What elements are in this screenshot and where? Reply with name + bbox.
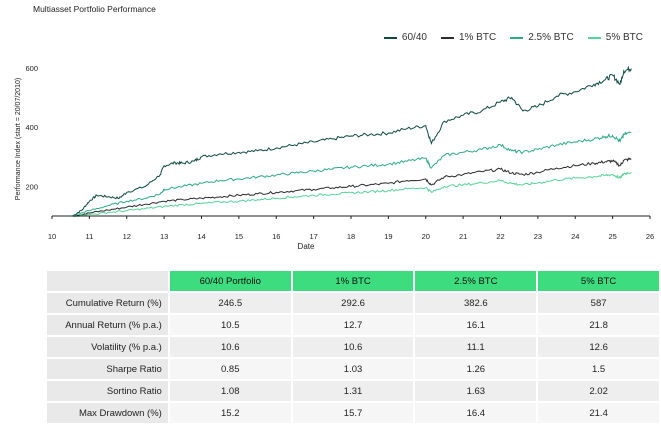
x-tick-label: 24 xyxy=(571,232,579,241)
x-tick-label: 14 xyxy=(197,232,205,241)
table-cell: 1.31 xyxy=(292,381,414,401)
x-tick-label: 16 xyxy=(272,232,280,241)
table-cell: 12.7 xyxy=(292,315,414,335)
table-cell: 12.6 xyxy=(538,337,659,357)
table-row: Sharpe Ratio 0.85 1.03 1.26 1.5 xyxy=(47,359,659,379)
row-label: Cumulative Return (%) xyxy=(47,293,168,313)
x-tick-label: 12 xyxy=(123,232,131,241)
table-cell: 382.6 xyxy=(415,293,537,313)
line-chart: 10 11 12 13 14 15 16 17 18 19 20 21 22 23 24 25 26 200 40… xyxy=(15,64,654,251)
table-cell: 0.85 xyxy=(169,359,291,379)
table-cell: 21.4 xyxy=(538,403,659,423)
row-label: Max Drawdown (%) xyxy=(47,403,168,423)
legend-item-25btc: 2.5% BTC xyxy=(510,32,574,43)
row-label: Sharpe Ratio xyxy=(47,359,168,379)
col-header-1btc: 1% BTC xyxy=(292,271,414,291)
series-line-0 xyxy=(72,65,632,217)
legend-label-25btc: 2.5% BTC xyxy=(528,32,574,43)
table-cell: 11.1 xyxy=(415,337,537,357)
table-cell: 16.1 xyxy=(415,315,537,335)
legend-label-5btc: 5% BTC xyxy=(605,32,643,43)
table-header-row: 60/40 Portfolio 1% BTC 2.5% BTC 5% BTC xyxy=(47,271,659,291)
legend-item-5btc: 5% BTC xyxy=(587,32,643,43)
table-cell: 1.08 xyxy=(169,381,291,401)
x-tick-label: 22 xyxy=(496,232,504,241)
legend-item-6040: 60/40 xyxy=(383,32,427,43)
series-line-3 xyxy=(72,171,632,218)
legend-swatch-6040 xyxy=(383,36,397,39)
stats-table: 60/40 Portfolio 1% BTC 2.5% BTC 5% BTC C… xyxy=(45,269,661,425)
y-tick-label: 600 xyxy=(25,64,38,73)
x-tick-label: 20 xyxy=(422,232,430,241)
x-tick-label: 25 xyxy=(608,232,616,241)
x-tick-label: 18 xyxy=(347,232,355,241)
series-line-1 xyxy=(72,157,632,217)
table-cell: 10.6 xyxy=(169,337,291,357)
y-tick-label: 400 xyxy=(25,123,38,132)
x-tick-label: 26 xyxy=(646,232,654,241)
x-tick-label: 15 xyxy=(235,232,243,241)
x-tick-label: 19 xyxy=(384,232,392,241)
legend-item-1btc: 1% BTC xyxy=(440,32,497,43)
legend-label-6040: 60/40 xyxy=(401,32,427,43)
row-label: Annual Return (% p.a.) xyxy=(47,315,168,335)
table-row: Sortino Ratio 1.08 1.31 1.63 2.02 xyxy=(47,381,659,401)
table-row: Cumulative Return (%) 246.5 292.6 382.6 … xyxy=(47,293,659,313)
legend-swatch-1btc xyxy=(440,36,454,39)
x-tick-label: 17 xyxy=(309,232,317,241)
series-line-2 xyxy=(72,131,632,217)
table-cell: 21.8 xyxy=(538,315,659,335)
table-row: Max Drawdown (%) 15.2 15.7 16.4 21.4 xyxy=(47,403,659,423)
x-axis-label: Date xyxy=(298,242,315,251)
table-cell: 16.4 xyxy=(415,403,537,423)
table-cell: 246.5 xyxy=(169,293,291,313)
table-cell: 1.5 xyxy=(538,359,659,379)
chart-title: Multiasset Portfolio Performance xyxy=(33,4,156,14)
table-cell: 1.63 xyxy=(415,381,537,401)
table-cell: 15.2 xyxy=(169,403,291,423)
x-tick-label: 13 xyxy=(160,232,168,241)
col-header-6040: 60/40 Portfolio xyxy=(169,271,291,291)
table-cell: 10.6 xyxy=(292,337,414,357)
table-cell: 2.02 xyxy=(538,381,659,401)
col-header-5btc: 5% BTC xyxy=(538,271,659,291)
table-row: Annual Return (% p.a.) 10.5 12.7 16.1 21… xyxy=(47,315,659,335)
table-row: Volatility (% p.a.) 10.6 10.6 11.1 12.6 xyxy=(47,337,659,357)
table-cell: 1.26 xyxy=(415,359,537,379)
legend-swatch-25btc xyxy=(510,36,524,39)
y-axis-label: Performance Index (start = 20/07/2010) xyxy=(15,78,22,200)
chart-legend: 60/40 1% BTC 2.5% BTC 5% BTC xyxy=(383,32,643,43)
legend-label-1btc: 1% BTC xyxy=(458,32,497,43)
x-tick-label: 11 xyxy=(85,232,93,241)
x-tick-label: 10 xyxy=(48,232,56,241)
table-cell: 587 xyxy=(538,293,659,313)
row-label: Volatility (% p.a.) xyxy=(47,337,168,357)
table-cell: 292.6 xyxy=(292,293,414,313)
legend-swatch-5btc xyxy=(587,36,601,39)
table-cell: 15.7 xyxy=(292,403,414,423)
col-header-25btc: 2.5% BTC xyxy=(415,271,537,291)
y-tick-label: 200 xyxy=(25,182,38,191)
x-tick-label: 21 xyxy=(459,232,467,241)
table-cell: 10.5 xyxy=(169,315,291,335)
table-cell: 1.03 xyxy=(292,359,414,379)
x-tick-label: 23 xyxy=(534,232,542,241)
table-corner-cell xyxy=(47,271,168,291)
row-label: Sortino Ratio xyxy=(47,381,168,401)
